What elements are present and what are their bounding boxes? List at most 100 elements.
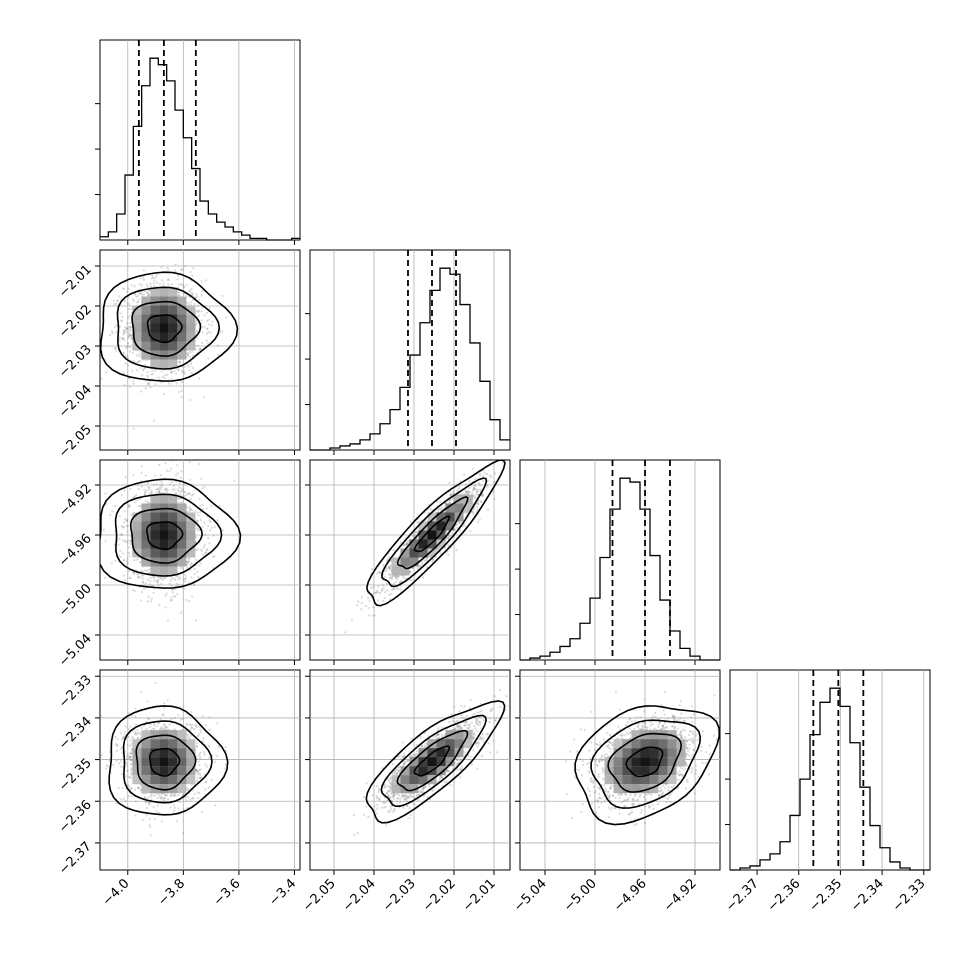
scatter-point <box>195 309 198 312</box>
scatter-point <box>203 552 207 556</box>
scatter-point <box>123 329 126 332</box>
scatter-point <box>210 526 213 529</box>
scatter-point <box>386 559 389 562</box>
scatter-point <box>479 474 482 477</box>
scatter-point <box>131 351 134 354</box>
scatter-point <box>416 521 419 524</box>
scatter-point <box>179 491 182 494</box>
scatter-point <box>182 578 185 581</box>
scatter-point <box>197 529 201 532</box>
scatter-point <box>147 376 150 379</box>
scatter-point <box>137 576 140 579</box>
scatter-point <box>178 481 181 485</box>
scatter-point <box>174 575 178 578</box>
scatter-point <box>456 488 459 492</box>
scatter-point <box>118 325 121 328</box>
scatter-point <box>128 314 131 318</box>
scatter-point <box>201 503 204 507</box>
scatter-point <box>197 314 201 317</box>
scatter-point <box>141 374 144 377</box>
density-cell <box>186 548 196 558</box>
histogram-panel-p2 <box>515 459 721 665</box>
scatter-point <box>205 549 208 552</box>
scatter-point <box>144 499 148 502</box>
scatter-point <box>149 576 152 579</box>
scatter-point <box>169 467 173 470</box>
scatter-point <box>474 478 477 481</box>
scatter-point <box>134 501 137 504</box>
density-cell <box>159 566 169 576</box>
scatter-point <box>132 427 135 430</box>
scatter-point <box>200 280 203 283</box>
scatter-point <box>174 269 177 272</box>
scatter-point <box>183 490 186 494</box>
scatter-point <box>155 579 158 582</box>
scatter-point <box>141 580 144 583</box>
scatter-point <box>166 266 169 269</box>
scatter-point <box>177 293 181 297</box>
scatter-point <box>477 482 481 486</box>
scatter-point <box>209 331 212 334</box>
scatter-point <box>129 350 132 353</box>
scatter-point <box>208 542 211 545</box>
scatter-point <box>171 591 174 594</box>
scatter-point <box>196 295 199 298</box>
scatter-point <box>394 575 397 578</box>
scatter-point <box>160 381 163 384</box>
scatter-point <box>126 345 129 348</box>
density-cell <box>141 530 151 540</box>
scatter-point <box>183 490 186 494</box>
density-cell <box>168 494 178 504</box>
scatter-point <box>181 371 184 374</box>
scatter-point <box>464 490 468 493</box>
scatter-point <box>149 579 152 582</box>
scatter-point <box>160 485 163 488</box>
scatter-point <box>187 581 190 584</box>
density-cell <box>132 305 142 315</box>
scatter-point <box>116 299 119 302</box>
scatter-point <box>128 377 131 380</box>
scatter-point <box>111 332 114 335</box>
scatter-point <box>131 359 134 362</box>
panel-frame <box>309 249 511 451</box>
scatter-point <box>128 325 131 328</box>
scatter-point <box>160 480 163 483</box>
scatter-point <box>139 292 142 295</box>
scatter-point <box>204 279 207 282</box>
scatter-point <box>436 508 440 511</box>
scatter-point <box>171 480 174 484</box>
scatter-point <box>126 541 129 544</box>
scatter-point <box>197 298 200 302</box>
scatter-point <box>468 491 471 494</box>
x-tick-label: −2.35 <box>806 876 845 915</box>
scatter-point <box>477 502 480 506</box>
scatter-point <box>188 461 191 464</box>
scatter-point <box>472 508 476 511</box>
density-cell <box>159 512 169 522</box>
density-cell <box>177 314 187 324</box>
scatter-point <box>120 525 123 528</box>
scatter-point <box>145 283 149 286</box>
scatter-point <box>197 575 200 578</box>
scatter-point <box>179 611 183 614</box>
scatter-point <box>177 497 181 500</box>
scatter-point <box>357 600 360 603</box>
scatter-point <box>216 344 219 347</box>
scatter-point <box>129 487 132 491</box>
contour-line <box>114 493 223 577</box>
scatter-point <box>126 557 129 560</box>
scatter-point <box>123 299 127 303</box>
scatter-point <box>165 373 169 376</box>
scatter-point <box>139 599 142 602</box>
scatter-point <box>193 567 196 571</box>
scatter-point <box>180 470 183 473</box>
scatter-point <box>125 331 128 334</box>
density-cell <box>141 557 151 567</box>
density-cell <box>150 494 160 504</box>
scatter-point <box>474 482 477 485</box>
density-cell <box>150 305 160 315</box>
scatter-point <box>388 573 391 576</box>
x-tick-label: −2.33 <box>890 876 929 915</box>
density-cell <box>150 503 160 513</box>
scatter-point <box>146 600 150 603</box>
